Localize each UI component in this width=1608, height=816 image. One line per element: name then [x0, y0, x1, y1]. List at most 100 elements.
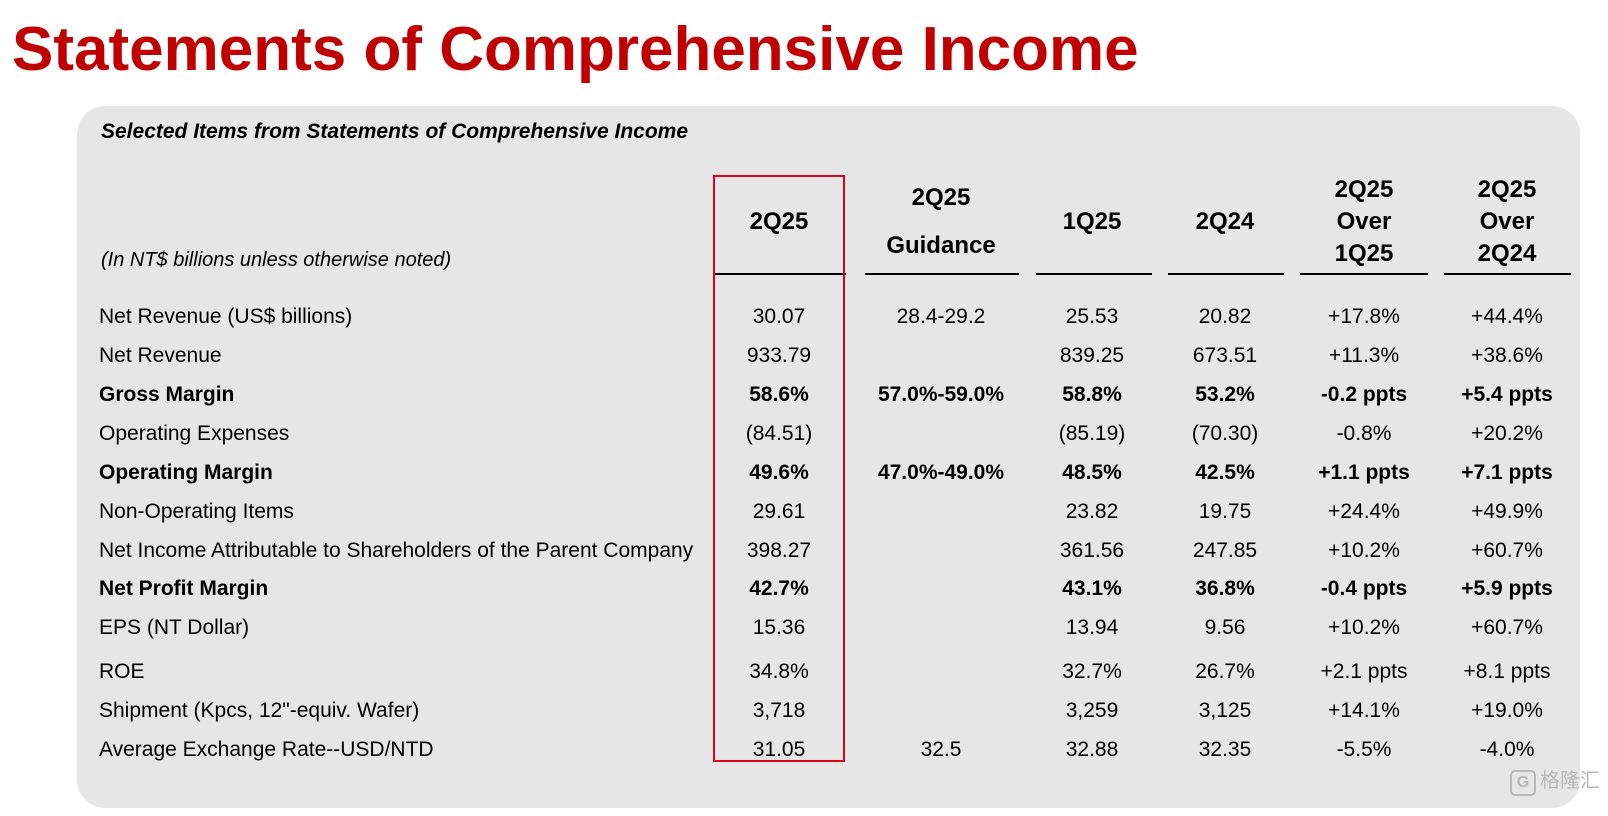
table-cell	[856, 610, 1026, 646]
table-cell: 48.5%	[1062, 461, 1122, 484]
table-cell: -0.8%	[1336, 422, 1392, 445]
column-header-line: 1Q25	[1334, 240, 1394, 267]
table-cell: 3,125	[1198, 699, 1252, 722]
table-panel	[77, 106, 1580, 808]
table-cell: +1.1 ppts	[1318, 461, 1410, 484]
table-cell: 9.56	[1204, 616, 1246, 639]
table-cell: 57.0%-59.0%	[877, 383, 1005, 406]
table-cell: +60.7%	[1471, 616, 1543, 639]
row-label: Gross Margin	[99, 383, 235, 406]
row-label: EPS (NT Dollar)	[99, 616, 250, 639]
table-cell	[856, 494, 1026, 530]
column-header-4: 2Q24	[1150, 172, 1300, 272]
table-cell: +17.8%	[1328, 305, 1400, 328]
row-label: Operating Margin	[99, 461, 273, 484]
column-header-6: 2Q25 Over 2Q24	[1432, 172, 1582, 272]
column-header-2: 2Q25 Guidance	[866, 172, 1016, 272]
column-header-line: Guidance	[886, 232, 996, 259]
table-cell: +8.1 ppts	[1463, 660, 1551, 683]
column-header-line: 2Q25	[1334, 176, 1394, 203]
table-row: EPS (NT Dollar) 15.36 13.94 9.56 +10.2% +60.7…	[0, 610, 1608, 646]
table-cell: 47.0%-49.0%	[877, 461, 1005, 484]
column-header-3: 1Q25	[1017, 172, 1167, 272]
watermark: G 格隆汇	[1510, 764, 1600, 796]
column-header-underline	[1168, 273, 1284, 275]
table-cell: -0.2 ppts	[1320, 383, 1408, 406]
table-cell: +11.3%	[1328, 344, 1400, 367]
row-label: Net Revenue	[99, 344, 222, 367]
table-cell: 58.6%	[749, 383, 809, 406]
table-cell: 43.1%	[1062, 577, 1122, 600]
table-cell: (84.51)	[745, 422, 813, 445]
column-header-line: 2Q25	[749, 208, 809, 235]
table-cell: 361.56	[1059, 539, 1125, 562]
watermark-text: 格隆汇	[1540, 770, 1600, 792]
row-label: Non-Operating Items	[99, 500, 294, 523]
table-row: Net Income Attributable to Shareholders …	[0, 533, 1608, 569]
table-cell: +10.2%	[1328, 539, 1400, 562]
table-row: Net Revenue 933.79 839.25 673.51 +11.3% +38.6…	[0, 338, 1608, 374]
column-header-underline	[713, 273, 846, 275]
table-cell: +7.1 ppts	[1461, 461, 1553, 484]
table-cell: 32.7%	[1062, 660, 1122, 683]
table-cell	[856, 533, 1026, 569]
table-cell: 32.5	[920, 738, 962, 761]
table-cell: +38.6%	[1471, 344, 1543, 367]
table-subtitle: Selected Items from Statements of Compre…	[101, 120, 689, 143]
row-label: ROE	[99, 660, 145, 683]
column-header-line: 1Q25	[1062, 208, 1122, 235]
table-cell: 3,259	[1065, 699, 1119, 722]
row-label: Net Revenue (US$ billions)	[99, 305, 353, 328]
table-row: Net Revenue (US$ billions) 30.07 28.4-29.2…	[0, 299, 1608, 335]
table-cell: 26.7%	[1195, 660, 1255, 683]
table-cell: (85.19)	[1058, 422, 1126, 445]
table-row: Non-Operating Items 29.61 23.82 19.75 +24.4%…	[0, 494, 1608, 530]
table-row: Shipment (Kpcs, 12"-equiv. Wafer) 3,718 3,…	[0, 693, 1608, 729]
table-row: Gross Margin 58.6% 57.0%-59.0% 58.8% 53.2% -0…	[0, 377, 1608, 413]
table-cell: 58.8%	[1062, 383, 1122, 406]
table-cell: 839.25	[1059, 344, 1125, 367]
table-cell: 19.75	[1198, 500, 1252, 523]
table-cell: -4.0%	[1479, 738, 1535, 761]
table-row: Operating Expenses (84.51) (85.19) (70.30) -…	[0, 416, 1608, 452]
table-cell: +20.2%	[1471, 422, 1543, 445]
column-header-5: 2Q25 Over 1Q25	[1289, 172, 1439, 272]
table-cell: 29.61	[752, 500, 806, 523]
table-cell: 32.35	[1198, 738, 1252, 761]
row-label: Shipment (Kpcs, 12"-equiv. Wafer)	[99, 699, 420, 722]
column-header-line: 2Q25	[911, 184, 971, 211]
table-cell: +19.0%	[1471, 699, 1543, 722]
table-cell: +5.4 ppts	[1461, 383, 1553, 406]
table-cell: 36.8%	[1195, 577, 1255, 600]
table-cell: 15.36	[752, 616, 806, 639]
table-cell: 3,718	[752, 699, 806, 722]
table-cell: 32.88	[1065, 738, 1119, 761]
table-cell: +14.1%	[1328, 699, 1400, 722]
row-label: Net Profit Margin	[99, 577, 269, 600]
table-cell: +49.9%	[1471, 500, 1543, 523]
table-cell: +10.2%	[1328, 616, 1400, 639]
page-title: Statements of Comprehensive Income	[12, 15, 1139, 84]
table-cell: +44.4%	[1471, 305, 1543, 328]
table-cell: 398.27	[746, 539, 812, 562]
row-label: Operating Expenses	[99, 422, 290, 445]
column-header-underline	[1444, 273, 1571, 275]
table-row: Average Exchange Rate--USD/NTD 31.05 32.5 3…	[0, 732, 1608, 768]
current-quarter-highlight-box	[713, 175, 845, 762]
table-cell: 20.82	[1198, 305, 1252, 328]
column-header-line: Over	[1479, 208, 1535, 235]
table-cell: +5.9 ppts	[1461, 577, 1553, 600]
table-cell: 49.6%	[749, 461, 809, 484]
table-cell	[856, 571, 1026, 607]
table-cell: -0.4 ppts	[1320, 577, 1408, 600]
table-cell: 933.79	[746, 344, 812, 367]
column-header-underline	[1036, 273, 1152, 275]
table-row: Operating Margin 49.6% 47.0%-49.0% 48.5% 42.…	[0, 455, 1608, 491]
table-cell	[856, 338, 1026, 374]
table-cell: 30.07	[752, 305, 806, 328]
table-cell: -5.5%	[1336, 738, 1392, 761]
table-cell	[856, 693, 1026, 729]
row-label: Average Exchange Rate--USD/NTD	[99, 738, 434, 761]
table-cell: +24.4%	[1328, 500, 1400, 523]
column-header-line: 2Q24	[1195, 208, 1255, 235]
